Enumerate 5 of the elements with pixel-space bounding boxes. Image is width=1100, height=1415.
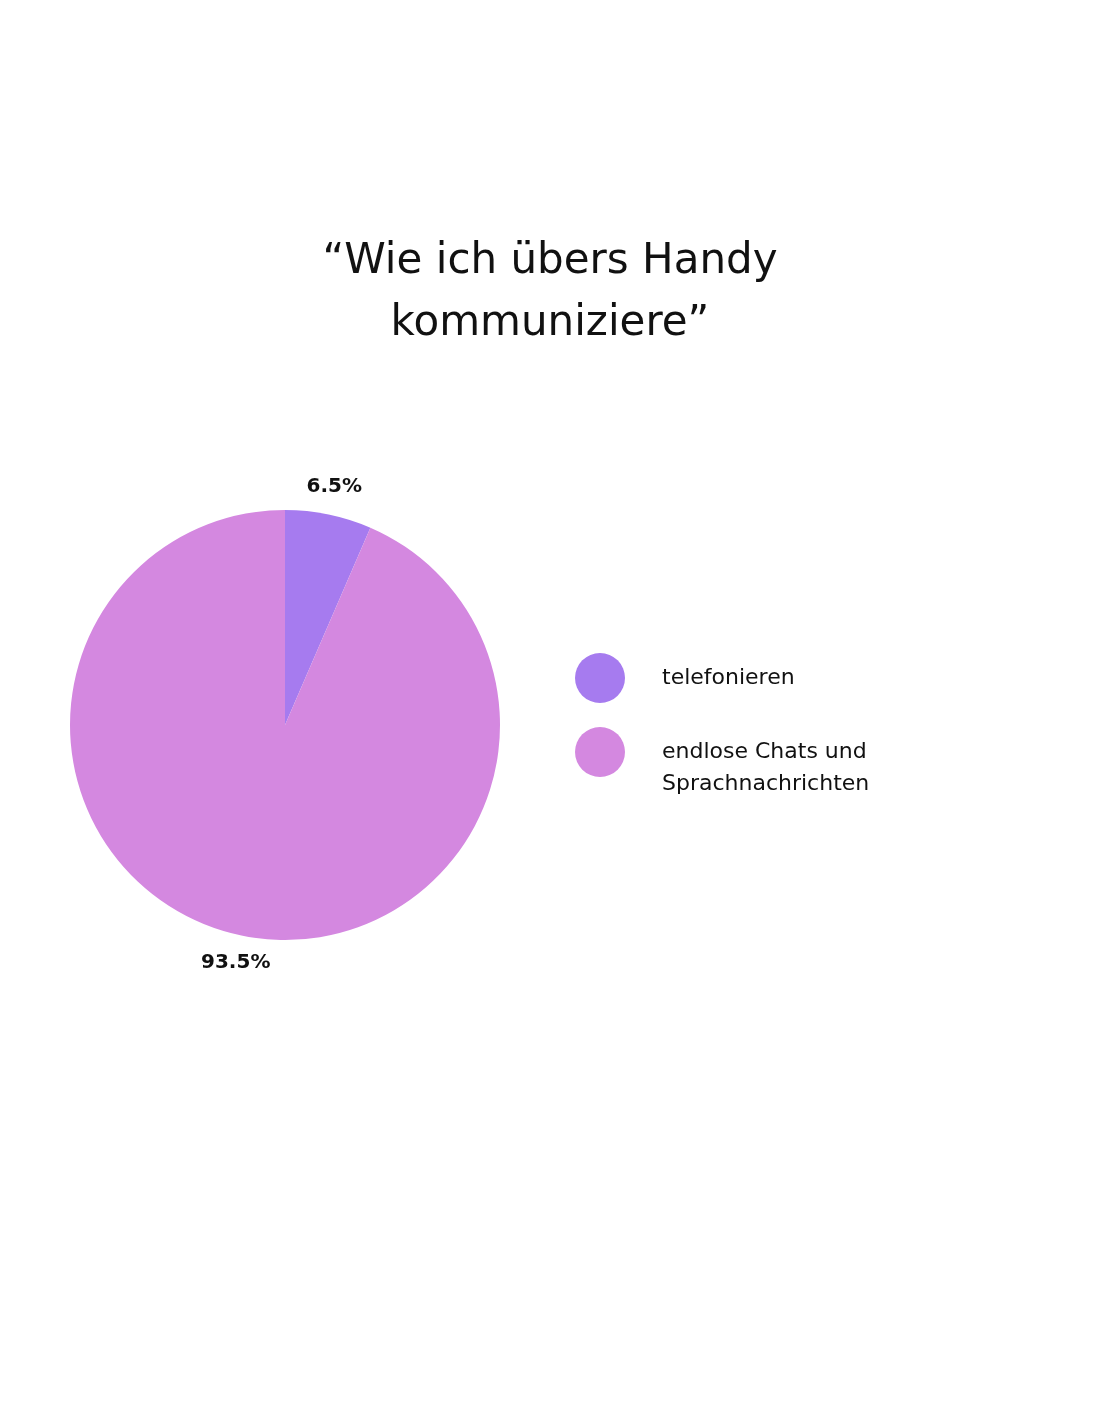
data-label: 6.5% [306, 473, 363, 498]
chart-title: “Wie ich übers Handy kommuniziere” [321, 233, 779, 347]
legend-label: endlose Chats und Sprachnachrichten [662, 737, 871, 797]
data-label: 93.5% [201, 949, 271, 974]
legend-label: telefonieren [662, 663, 795, 691]
